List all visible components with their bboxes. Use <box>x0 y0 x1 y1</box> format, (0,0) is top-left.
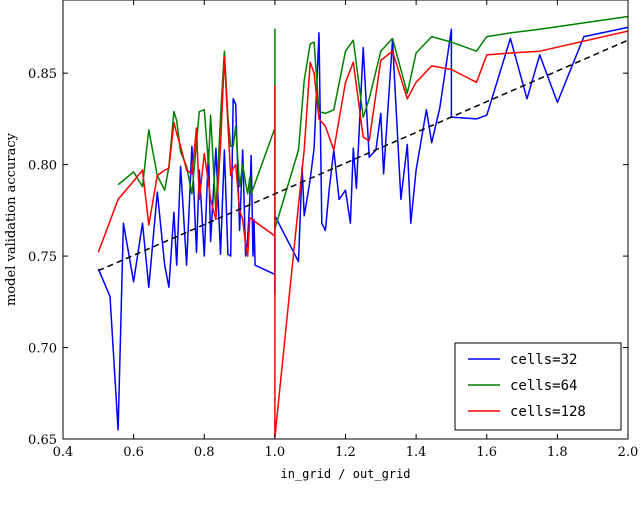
axis-layer: 0.4 0.6 0.8 1.0 1.2 1.4 1.6 1.8 2.0 0.65 0.70 0.75 0… <box>28 0 638 460</box>
series-layer <box>97 15 628 438</box>
series-line-cells-64 <box>117 15 628 230</box>
y-tick-label: 0.65 <box>28 433 57 448</box>
x-tick-label: 0.8 <box>194 445 215 460</box>
y-tick-label: 0.75 <box>28 250 57 265</box>
x-tick-label: 0.4 <box>53 445 74 460</box>
trend-line <box>98 39 628 272</box>
legend-label-cells-128: cells=128 <box>510 404 586 420</box>
y-tick-label: 0.70 <box>28 342 57 357</box>
x-tick-label: 1.8 <box>547 445 568 460</box>
legend: cells=32 cells=64 cells=128 <box>454 342 622 431</box>
x-axis-label: in_grid / out_grid <box>280 467 410 481</box>
y-tick-label: 0.85 <box>28 67 57 82</box>
x-tick-label: 1.2 <box>335 445 356 460</box>
series-line-cells-128 <box>97 30 628 438</box>
x-tick-label: 2.0 <box>618 445 639 460</box>
y-tick-label: 0.80 <box>28 159 57 174</box>
legend-box <box>454 342 622 431</box>
x-tick-label: 1.0 <box>265 445 286 460</box>
x-tick-label: 1.6 <box>476 445 497 460</box>
legend-label-cells-64: cells=64 <box>510 378 577 394</box>
series-line-cells-32 <box>97 26 628 431</box>
x-tick-label: 1.4 <box>406 445 427 460</box>
x-tick-label: 0.6 <box>123 445 144 460</box>
y-axis-label: model validation accuracy <box>4 132 19 306</box>
legend-label-cells-32: cells=32 <box>510 352 577 368</box>
